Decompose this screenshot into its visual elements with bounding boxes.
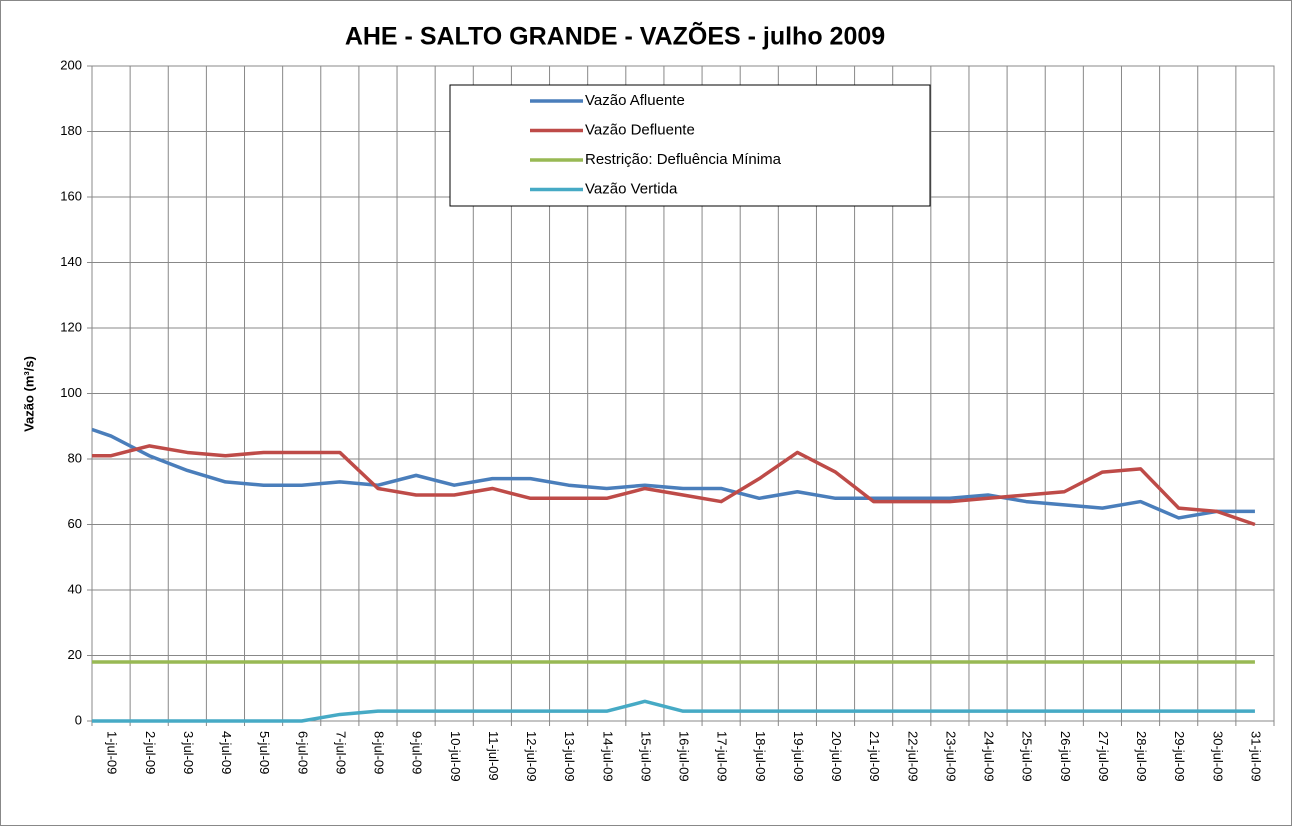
x-tick-label: 7-jul-09 (333, 731, 348, 774)
x-tick-label: 31-jul-09 (1248, 731, 1263, 782)
x-tick-label: 28-jul-09 (1134, 731, 1149, 782)
y-tick-label: 120 (60, 319, 82, 334)
x-tick-label: 30-jul-09 (1210, 731, 1225, 782)
x-tick-label: 11-jul-09 (486, 731, 501, 781)
y-tick-label: 160 (60, 188, 82, 203)
x-tick-label: 4-jul-09 (219, 731, 234, 774)
chart-title: AHE - SALTO GRANDE - VAZÕES - julho 2009 (345, 21, 885, 51)
x-tick-label: 6-jul-09 (295, 731, 310, 774)
x-tick-label: 10-jul-09 (448, 731, 463, 782)
legend-box (449, 84, 931, 207)
x-tick-label: 27-jul-09 (1096, 731, 1111, 782)
x-tick-label: 8-jul-09 (372, 731, 387, 774)
x-tick-label: 24-jul-09 (982, 731, 997, 782)
x-tick-label: 5-jul-09 (257, 731, 272, 774)
x-tick-label: 20-jul-09 (829, 731, 844, 782)
x-tick-label: 3-jul-09 (181, 731, 196, 774)
x-tick-label: 2-jul-09 (143, 731, 158, 774)
x-tick-label: 22-jul-09 (905, 731, 920, 782)
x-tick-label: 29-jul-09 (1172, 731, 1187, 782)
x-tick-label: 18-jul-09 (753, 731, 768, 782)
x-tick-label: 23-jul-09 (943, 731, 958, 782)
y-tick-label: 200 (60, 57, 82, 72)
x-tick-label: 16-jul-09 (677, 731, 692, 782)
x-tick-label: 15-jul-09 (638, 731, 653, 782)
legend-label: Vazão Afluente (585, 92, 685, 109)
x-tick-label: 17-jul-09 (715, 731, 730, 782)
y-tick-label: 40 (68, 581, 82, 596)
x-tick-label: 21-jul-09 (867, 731, 882, 782)
x-tick-label: 14-jul-09 (600, 731, 615, 782)
x-tick-label: 12-jul-09 (524, 731, 539, 782)
x-tick-label: 9-jul-09 (410, 731, 425, 774)
series-line (92, 699, 1255, 723)
y-tick-label: 0 (75, 712, 82, 727)
y-tick-label: 140 (60, 254, 82, 269)
y-axis-label: Vazão (m³/s) (21, 356, 36, 432)
legend-label: Vazão Defluente (585, 121, 695, 138)
x-tick-label: 19-jul-09 (791, 731, 806, 782)
y-tick-label: 80 (68, 450, 82, 465)
series-line (92, 444, 1256, 527)
legend-label: Vazão Vertida (585, 180, 678, 197)
x-tick-label: 13-jul-09 (562, 731, 577, 782)
x-tick-label: 1-jul-09 (105, 731, 120, 774)
x-tick-label: 26-jul-09 (1058, 731, 1073, 782)
y-tick-label: 180 (60, 123, 82, 138)
series-line (91, 427, 1255, 520)
y-tick-label: 20 (68, 647, 82, 662)
y-tick-label: 60 (68, 516, 82, 531)
y-tick-label: 100 (60, 385, 82, 400)
legend-label: Restrição: Defluência Mínima (585, 151, 782, 168)
x-tick-label: 25-jul-09 (1020, 731, 1035, 782)
